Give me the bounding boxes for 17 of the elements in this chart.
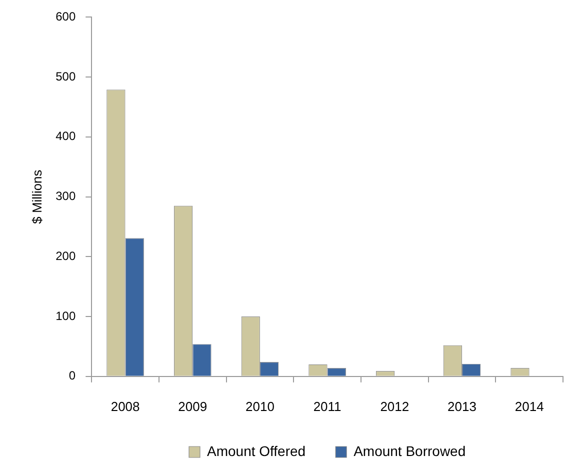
x-tick-label: 2013 [448,398,476,414]
y-tick-label: 400 [56,129,76,144]
x-tick-label: 2008 [110,398,140,414]
y-axis-title: $ Millions [29,169,44,224]
x-tick-label: 2010 [246,398,274,414]
y-tick-label: 300 [56,189,76,204]
legend-label: Amount Borrowed [354,442,466,459]
legend-label: Amount Offered [206,442,306,459]
y-tick-label: 500 [56,69,76,84]
x-tick-label: 2009 [178,398,208,414]
x-tick-label: 2012 [380,398,410,414]
x-tick-label: 2014 [514,398,544,414]
y-tick-label: 100 [56,308,76,323]
y-tick-label: 200 [56,248,76,263]
y-tick-label: 600 [56,10,76,24]
x-tick-label: 2011 [313,398,342,414]
y-tick-label: 0 [68,368,76,383]
